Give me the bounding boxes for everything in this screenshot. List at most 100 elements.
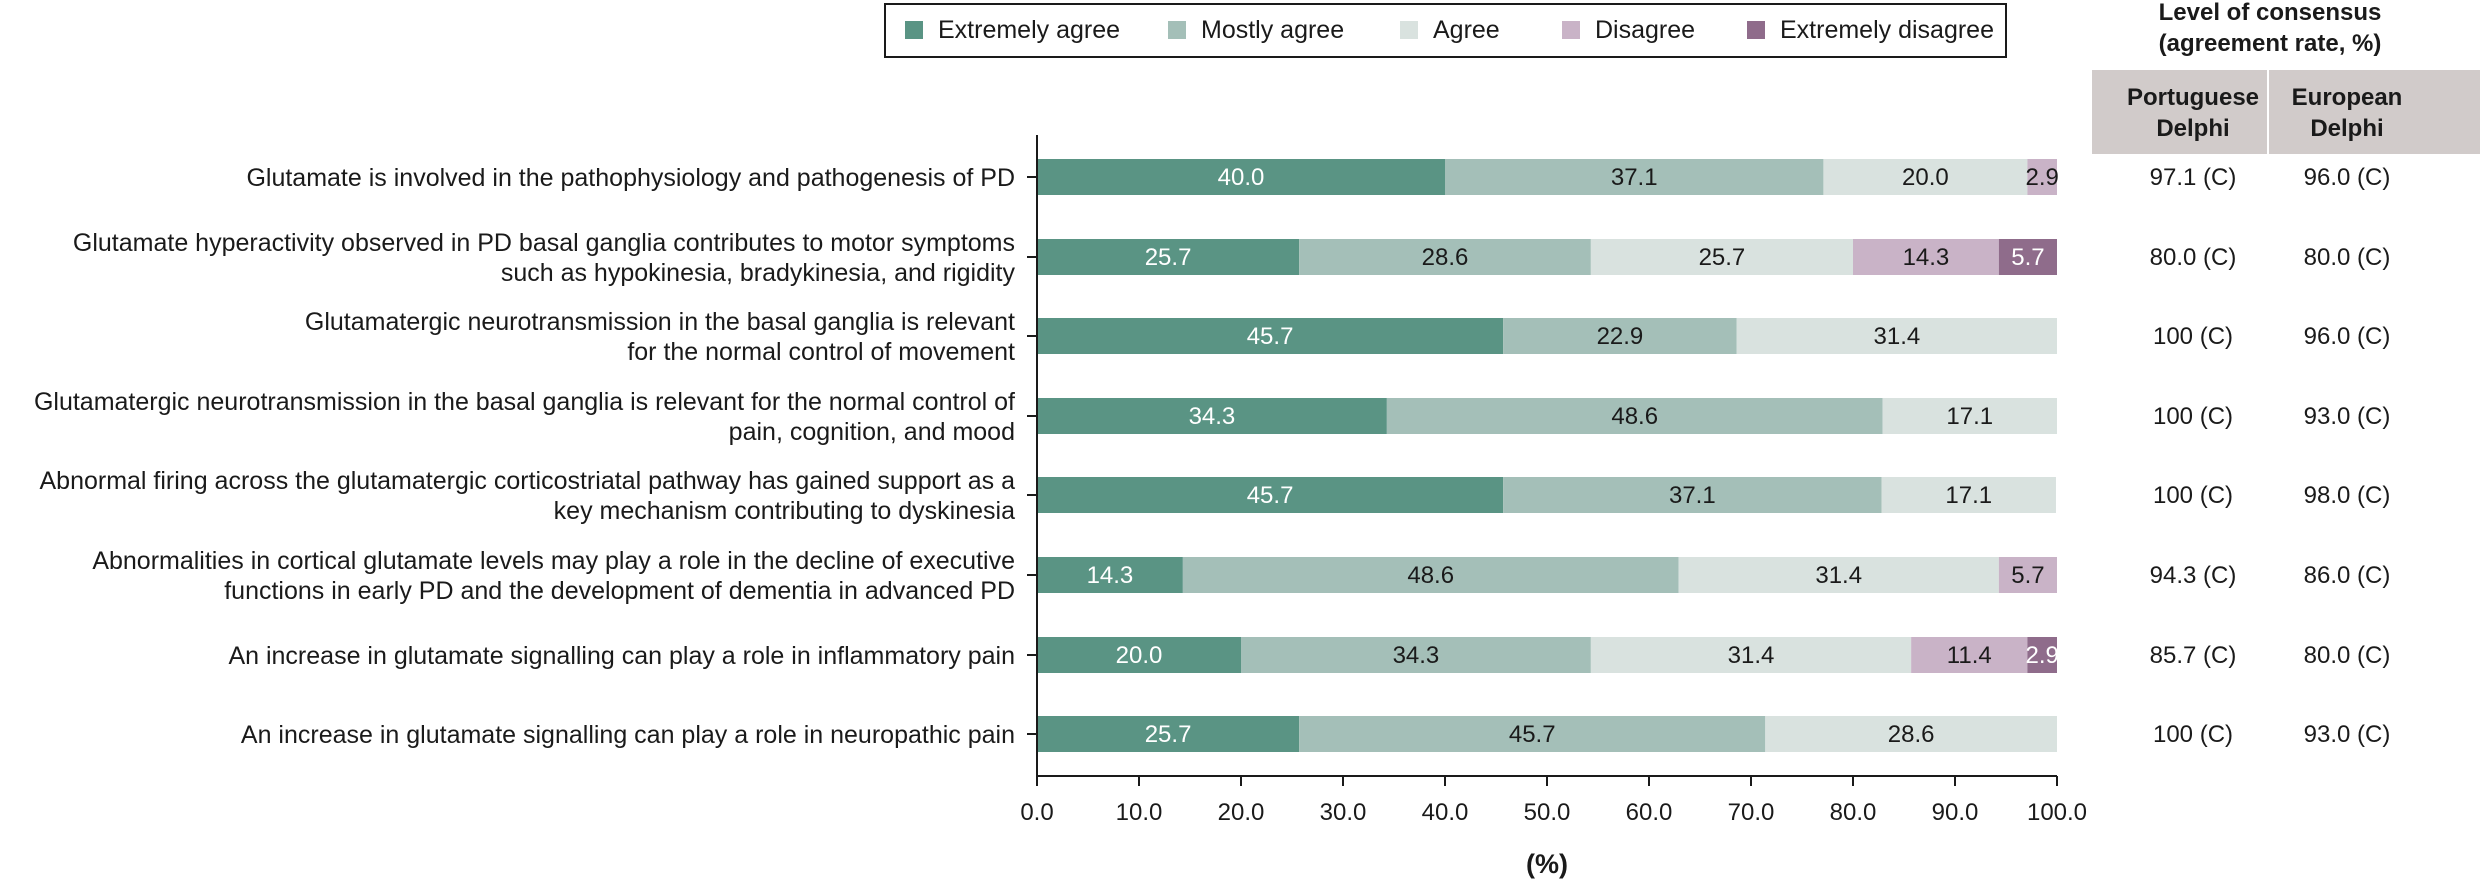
data-label: 28.6 bbox=[1422, 244, 1469, 271]
bar-segment bbox=[1037, 398, 1387, 434]
table-cell: 96.0 (C) bbox=[2304, 164, 2391, 191]
legend-swatch bbox=[905, 21, 923, 39]
bar-segment bbox=[1037, 159, 1445, 195]
bar-segment bbox=[1998, 239, 2057, 275]
bar-segment bbox=[1590, 637, 1912, 673]
data-label: 31.4 bbox=[1874, 323, 1921, 350]
x-tick-label: 30.0 bbox=[1320, 799, 1367, 826]
legend-swatch bbox=[1747, 21, 1765, 39]
legend-label: Extremely agree bbox=[938, 16, 1120, 44]
category-label: Abnormalities in cortical glutamate leve… bbox=[92, 547, 1015, 575]
bar-segment bbox=[1445, 159, 1824, 195]
category-label: functions in early PD and the developmen… bbox=[224, 577, 1015, 605]
data-label: 34.3 bbox=[1393, 642, 1440, 669]
bar-segment bbox=[2027, 637, 2057, 673]
data-label: 45.7 bbox=[1509, 721, 1556, 748]
bar-segment bbox=[1037, 477, 1504, 513]
x-tick-label: 10.0 bbox=[1116, 799, 1163, 826]
data-label: 25.7 bbox=[1145, 721, 1192, 748]
data-label: 5.7 bbox=[2011, 562, 2044, 589]
category-label: key mechanism contributing to dyskinesia bbox=[554, 497, 1015, 525]
x-tick-label: 80.0 bbox=[1830, 799, 1877, 826]
legend-label: Extremely disagree bbox=[1780, 16, 1994, 44]
x-tick-label: 20.0 bbox=[1218, 799, 1265, 826]
data-label: 22.9 bbox=[1597, 323, 1644, 350]
table-cell: 80.0 (C) bbox=[2150, 244, 2237, 271]
bar-segment bbox=[1037, 557, 1183, 593]
x-axis: 0.0 10.0 20.0 30.0 40.0 50.0 60.0 70.0 80.0 90.0 1… bbox=[1020, 135, 2087, 879]
x-tick-label: 90.0 bbox=[1932, 799, 1979, 826]
table-cell: 100 (C) bbox=[2153, 403, 2233, 430]
bar-segment bbox=[1590, 239, 1853, 275]
bar-segment bbox=[1678, 557, 1999, 593]
bar-segment bbox=[1299, 716, 1766, 752]
table-cell: 80.0 (C) bbox=[2304, 642, 2391, 669]
bar-segment bbox=[1182, 557, 1679, 593]
data-label: 40.0 bbox=[1218, 164, 1265, 191]
table-header-cell bbox=[2269, 70, 2480, 154]
category-labels: Glutamate is involved in the pathophysio… bbox=[34, 164, 1016, 749]
data-label: 37.1 bbox=[1611, 164, 1658, 191]
bar-segment bbox=[1765, 716, 2057, 752]
table-header-label: European bbox=[2292, 84, 2403, 111]
legend: Extremely agree Mostly agree Agree Disagree… bbox=[884, 3, 2007, 58]
bar-segment bbox=[1853, 239, 1999, 275]
legend-label: Disagree bbox=[1595, 16, 1695, 44]
consensus-title: (agreement rate, %) bbox=[2159, 30, 2382, 57]
data-label: 37.1 bbox=[1669, 482, 1716, 509]
bar-segment bbox=[1823, 159, 2028, 195]
table-cell: 93.0 (C) bbox=[2304, 721, 2391, 748]
category-label: Glutamate hyperactivity observed in PD b… bbox=[73, 229, 1015, 257]
x-tick-label: 40.0 bbox=[1422, 799, 1469, 826]
category-label: such as hypokinesia, bradykinesia, and r… bbox=[501, 259, 1016, 287]
table-cell: 98.0 (C) bbox=[2304, 482, 2391, 509]
data-label: 45.7 bbox=[1247, 482, 1294, 509]
data-label: 25.7 bbox=[1699, 244, 1746, 271]
legend-label: Agree bbox=[1433, 16, 1500, 44]
table-header-label: Delphi bbox=[2156, 115, 2229, 142]
table-header-label: Delphi bbox=[2310, 115, 2383, 142]
table-cell: 100 (C) bbox=[2153, 323, 2233, 350]
data-label: 31.4 bbox=[1728, 642, 1775, 669]
consensus-title: Level of consensus bbox=[2159, 0, 2382, 26]
legend-box bbox=[884, 3, 2007, 58]
data-label: 2.9 bbox=[2026, 642, 2059, 669]
category-label: Glutamatergic neurotransmission in the b… bbox=[34, 388, 1015, 416]
x-tick-label: 60.0 bbox=[1626, 799, 1673, 826]
data-label: 2.9 bbox=[2026, 164, 2059, 191]
data-label: 31.4 bbox=[1815, 562, 1862, 589]
data-label: 48.6 bbox=[1407, 562, 1454, 589]
data-label: 34.3 bbox=[1189, 403, 1236, 430]
bar-segment bbox=[1037, 239, 1300, 275]
table-cell: 85.7 (C) bbox=[2150, 642, 2237, 669]
bar-segment bbox=[1503, 477, 1882, 513]
bar-segment bbox=[1882, 398, 2057, 434]
category-label: Glutamate is involved in the pathophysio… bbox=[246, 164, 1015, 192]
category-label: An increase in glutamate signalling can … bbox=[228, 642, 1015, 670]
table-header-label: Portuguese bbox=[2127, 84, 2259, 111]
bar-segment bbox=[1881, 477, 2056, 513]
bar-segment bbox=[1037, 716, 1300, 752]
legend-swatch bbox=[1168, 21, 1186, 39]
data-label: 14.3 bbox=[1903, 244, 1950, 271]
bar-segment bbox=[1503, 318, 1737, 354]
bar-segment bbox=[2027, 159, 2057, 195]
table-cell: 97.1 (C) bbox=[2150, 164, 2237, 191]
data-label: 28.6 bbox=[1888, 721, 1935, 748]
x-tick-label: 0.0 bbox=[1020, 799, 1053, 826]
bar-segment bbox=[1736, 318, 2057, 354]
data-label: 20.0 bbox=[1116, 642, 1163, 669]
category-label: Glutamatergic neurotransmission in the b… bbox=[305, 308, 1015, 336]
legend-label: Mostly agree bbox=[1201, 16, 1344, 44]
category-label: Abnormal firing across the glutamatergic… bbox=[39, 467, 1015, 495]
category-label: for the normal control of movement bbox=[627, 338, 1015, 366]
table-cell: 93.0 (C) bbox=[2304, 403, 2391, 430]
bar-segment bbox=[1241, 637, 1591, 673]
x-tick-label: 50.0 bbox=[1524, 799, 1571, 826]
table-cell: 96.0 (C) bbox=[2304, 323, 2391, 350]
table-cell: 86.0 (C) bbox=[2304, 562, 2391, 589]
bar-segment bbox=[1911, 637, 2028, 673]
data-label: 20.0 bbox=[1902, 164, 1949, 191]
data-label: 17.1 bbox=[1945, 482, 1992, 509]
